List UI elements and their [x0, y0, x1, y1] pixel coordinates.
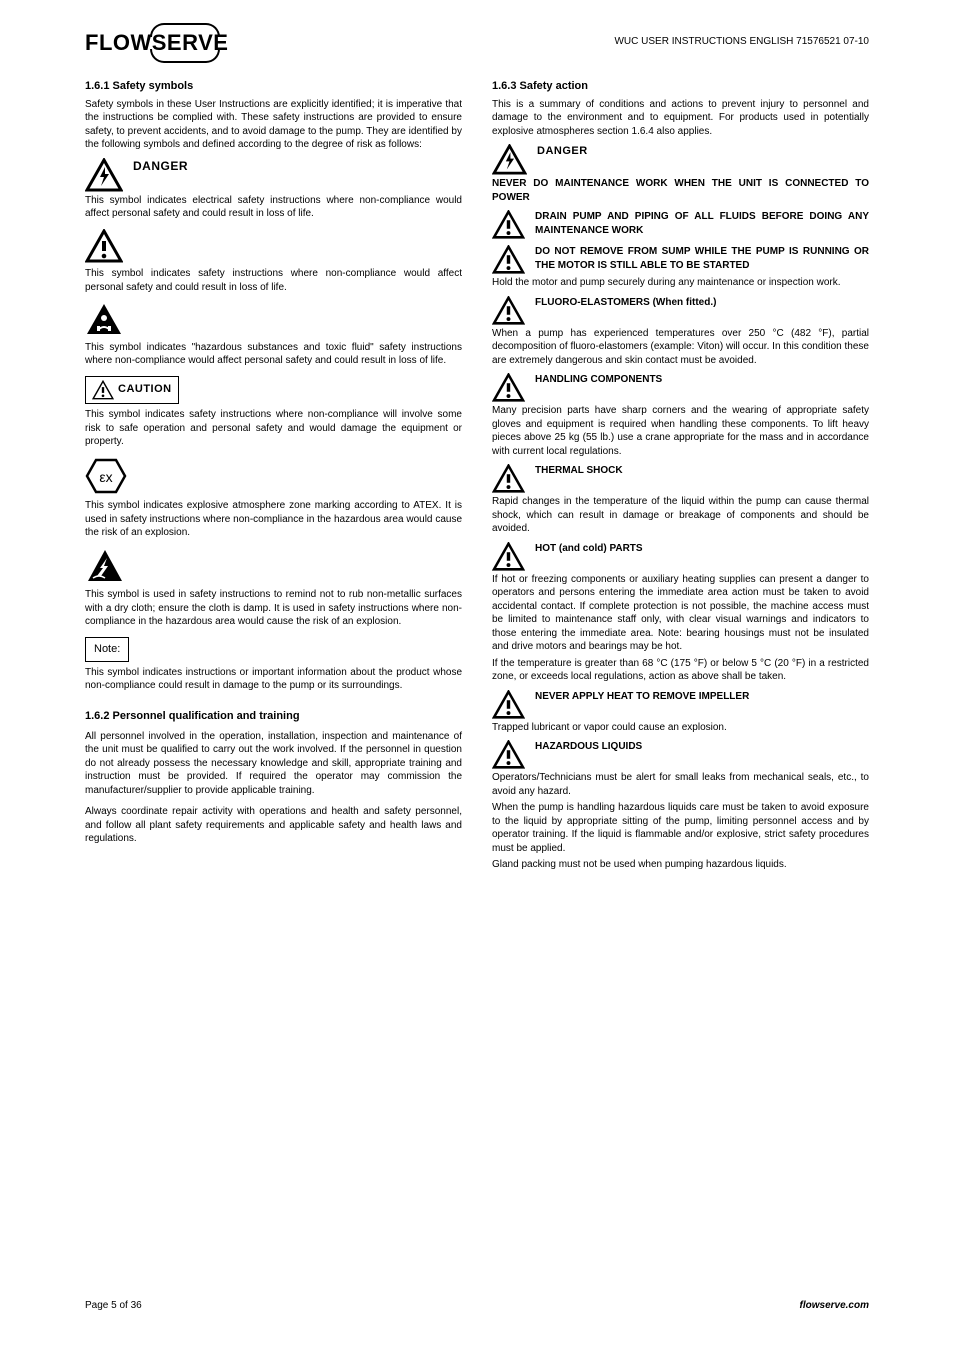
warning1-desc: This symbol indicates safety instruction… [85, 267, 462, 294]
footer-site: flowserve.com [800, 1300, 869, 1311]
qualification-p1: All personnel involved in the operation,… [85, 730, 462, 798]
w7-title: HOT (and cold) PARTS [535, 543, 643, 554]
warning-icon [492, 740, 525, 769]
content-columns: 1.6.1 Safety symbols Safety symbols in t… [85, 75, 869, 875]
warning-icon [85, 229, 123, 263]
w1-block: DANGER NEVER DO MAINTENANCE WORK WHEN TH… [492, 144, 869, 204]
w5-body: Many precision parts have sharp corners … [492, 404, 869, 458]
w8-block: NEVER APPLY HEAT TO REMOVE IMPELLER Trap… [492, 690, 869, 735]
w7-block: HOT (and cold) PARTS If hot or freezing … [492, 542, 869, 684]
w7-body: If hot or freezing components or auxilia… [492, 573, 869, 654]
warning-icon [492, 690, 525, 719]
esd-desc: This symbol is used in safety instructio… [85, 588, 462, 629]
w8-title: NEVER APPLY HEAT TO REMOVE IMPELLER [535, 691, 749, 702]
logo: FLOWSERVE [85, 30, 228, 56]
page-number: Page 5 of 36 [85, 1300, 142, 1311]
danger-label: DANGER [133, 158, 188, 174]
caution-symbol-block: CAUTION This symbol indicates safety ins… [85, 376, 462, 449]
w9-title: HAZARDOUS LIQUIDS [535, 741, 642, 752]
qualification-p2: Always coordinate repair activity with o… [85, 805, 462, 846]
w5-title: HANDLING COMPONENTS [535, 374, 662, 385]
w8-body: Trapped lubricant or vapor could cause a… [492, 721, 869, 735]
note-box: Note: [85, 637, 129, 662]
esd-symbol-block: This symbol is used in safety instructio… [85, 548, 462, 629]
w7-body2: If the temperature is greater than 68 °C… [492, 657, 869, 684]
danger-desc: This symbol indicates electrical safety … [85, 194, 462, 221]
w5-block: HANDLING COMPONENTS Many precision parts… [492, 373, 869, 458]
left-column: 1.6.1 Safety symbols Safety symbols in t… [85, 75, 462, 875]
subsection-heading: 1.6.2 Personnel qualification and traini… [85, 709, 462, 724]
warning-symbol-block: This symbol indicates safety instruction… [85, 229, 462, 295]
esd-icon [85, 548, 125, 584]
right-intro: This is a summary of conditions and acti… [492, 98, 869, 139]
w4-body: When a pump has experienced temperatures… [492, 327, 869, 368]
warning-icon [492, 542, 525, 571]
w6-block: THERMAL SHOCK Rapid changes in the tempe… [492, 464, 869, 536]
warning-icon [492, 210, 525, 239]
hazard-symbol-block: This symbol indicates "hazardous substan… [85, 302, 462, 368]
caution-desc: This symbol indicates safety instruction… [85, 408, 462, 449]
w3-title: DO NOT REMOVE FROM SUMP WHILE THE PUMP I… [535, 245, 869, 272]
danger-electrical-icon [492, 144, 527, 175]
caution-label: CAUTION [118, 382, 172, 397]
warning2-desc: This symbol indicates "hazardous substan… [85, 341, 462, 368]
danger-label: DANGER [537, 144, 588, 159]
section-heading: 1.6.1 Safety symbols [85, 79, 462, 94]
w2-block: DRAIN PUMP AND PIPING OF ALL FLUIDS BEFO… [492, 210, 869, 239]
section-heading-right: 1.6.3 Safety action [492, 79, 869, 94]
danger-electrical-icon [85, 158, 123, 192]
w3-body: Hold the motor and pump securely during … [492, 276, 869, 290]
warning-icon [492, 245, 525, 274]
footer: Page 5 of 36 flowserve.com [85, 1300, 869, 1311]
caution-icon [92, 380, 114, 400]
note-symbol-block: Note: This symbol indicates instructions… [85, 637, 462, 693]
w6-body: Rapid changes in the temperature of the … [492, 495, 869, 536]
w3-block: DO NOT REMOVE FROM SUMP WHILE THE PUMP I… [492, 245, 869, 290]
w9-body3: Gland packing must not be used when pump… [492, 858, 869, 872]
logo-arc-top [150, 23, 220, 37]
logo-arc-bottom [150, 49, 220, 63]
w2-title: DRAIN PUMP AND PIPING OF ALL FLUIDS BEFO… [535, 210, 869, 237]
atex-icon: εx [85, 457, 127, 495]
atex-desc: This symbol indicates explosive atmosphe… [85, 499, 462, 540]
svg-text:εx: εx [99, 469, 112, 485]
warning-icon [492, 464, 525, 493]
w9-body: Operators/Technicians must be alert for … [492, 771, 869, 798]
warning-icon [492, 296, 525, 325]
w6-title: THERMAL SHOCK [535, 465, 623, 476]
intro-text: Safety symbols in these User Instruction… [85, 98, 462, 152]
note-desc: This symbol indicates instructions or im… [85, 666, 462, 693]
atex-symbol-block: εx This symbol indicates explosive atmos… [85, 457, 462, 540]
danger-symbol-block: DANGER This symbol indicates electrical … [85, 158, 462, 221]
w4-block: FLUORO-ELASTOMERS (When fitted.) When a … [492, 296, 869, 368]
caution-box: CAUTION [85, 376, 179, 404]
w9-block: HAZARDOUS LIQUIDS Operators/Technicians … [492, 740, 869, 872]
warning-icon [492, 373, 525, 402]
w9-body2: When the pump is handling hazardous liqu… [492, 801, 869, 855]
w1-title: NEVER DO MAINTENANCE WORK WHEN THE UNIT … [492, 177, 869, 204]
right-column: 1.6.3 Safety action This is a summary of… [492, 75, 869, 875]
toxic-icon [85, 302, 123, 336]
w4-title: FLUORO-ELASTOMERS (When fitted.) [535, 297, 716, 308]
